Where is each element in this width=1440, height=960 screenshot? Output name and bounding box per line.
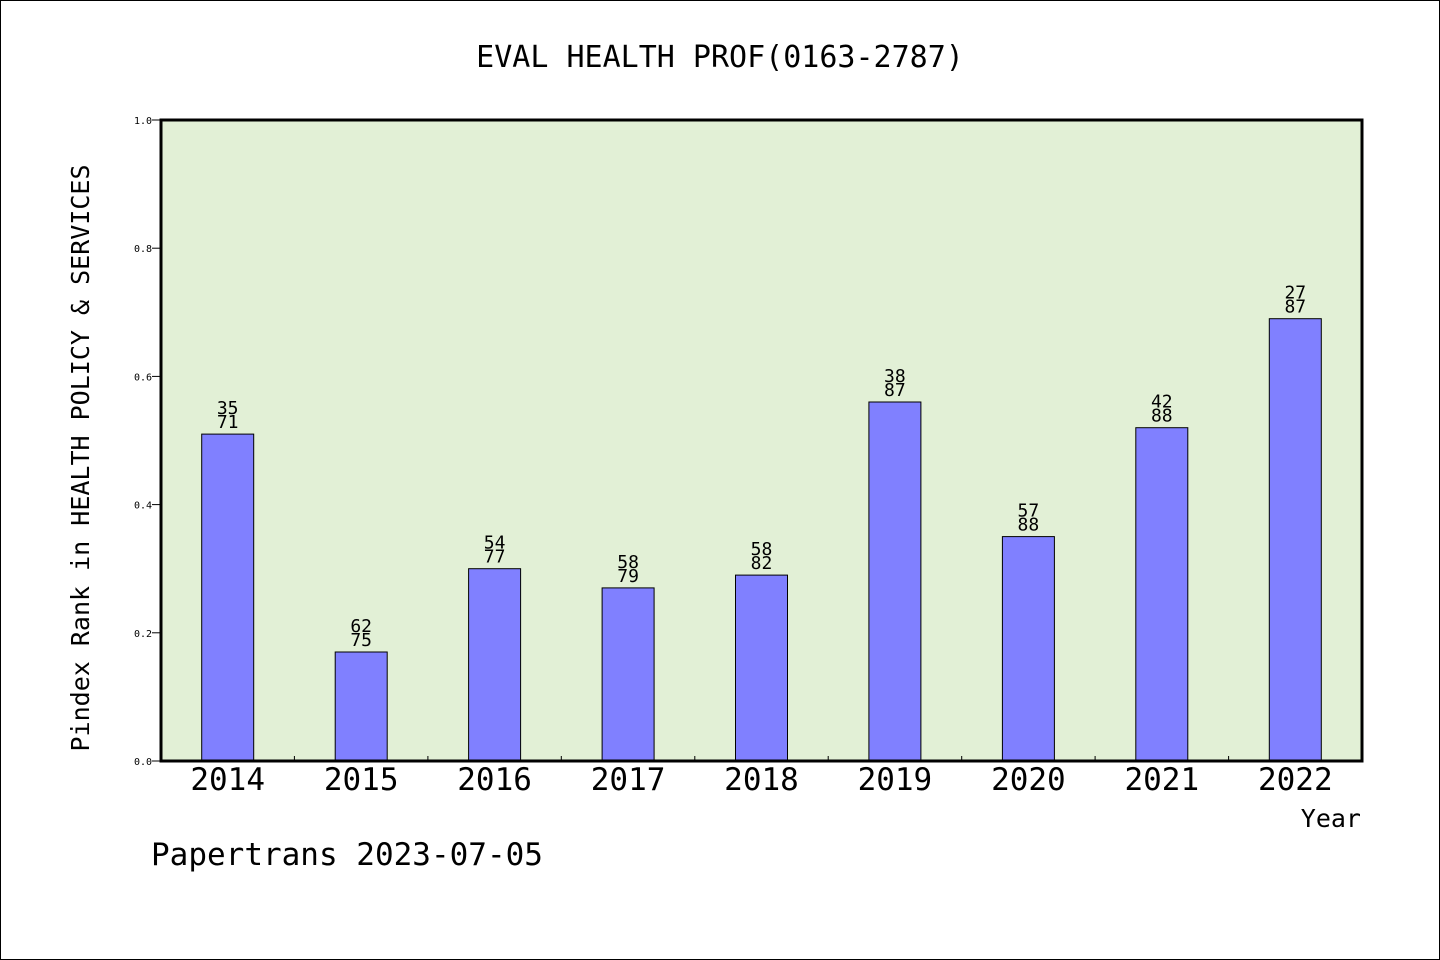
chart-title: EVAL HEALTH PROF(0163-2787) [476, 40, 964, 75]
value-label-top-2015: 62 [350, 616, 372, 637]
value-label-top-2019: 38 [884, 366, 906, 387]
bar-2020 [1001, 536, 1055, 762]
x-axis: 2014 2015 2016 2017 2018 2019 2020 2021 2022 [190, 756, 1333, 798]
value-label-bottom-2016: 77 [484, 547, 506, 568]
value-label-bottom-2014: 71 [217, 412, 239, 433]
x-tick-label-2015: 2015 [324, 762, 399, 798]
x-tick-label-2018: 2018 [724, 762, 799, 798]
value-label-bottom-2020: 88 [1018, 515, 1040, 536]
bar-2018 [735, 574, 788, 762]
value-label-bottom-2019: 87 [884, 380, 906, 401]
y-tick-label: 0.8 [134, 244, 152, 255]
x-tick-label-2020: 2020 [991, 762, 1066, 798]
x-tick-label-2022: 2022 [1258, 762, 1333, 798]
value-label-top-2022: 27 [1284, 283, 1306, 304]
bar-2016 [468, 568, 522, 762]
bar-2022 [1268, 318, 1322, 762]
value-label-bottom-2018: 82 [751, 553, 773, 574]
x-tick-label-2019: 2019 [858, 762, 933, 798]
value-label-bottom-2022: 87 [1284, 297, 1306, 318]
bar-2021 [1135, 427, 1189, 762]
bar-2015 [334, 651, 388, 762]
x-tick-label-2016: 2016 [457, 762, 532, 798]
y-axis-label: Pindex Rank in HEALTH POLICY & SERVICES [66, 165, 95, 752]
y-tick-label: 0.2 [134, 629, 152, 640]
bar-2019 [868, 401, 922, 762]
value-label-bottom-2017: 79 [617, 566, 639, 587]
value-label-bottom-2015: 75 [350, 630, 372, 651]
y-tick-label: 0.6 [134, 372, 152, 383]
footer-text: Papertrans 2023-07-05 [151, 837, 543, 873]
bars-group [201, 318, 1322, 762]
x-axis-label: Year [1301, 804, 1361, 833]
y-tick-label: 1.0 [134, 116, 152, 127]
value-label-top-2017: 58 [617, 552, 639, 573]
x-tick-label-2017: 2017 [591, 762, 666, 798]
x-tick-label-2014: 2014 [190, 762, 265, 798]
value-label-top-2016: 54 [484, 533, 506, 554]
value-label-top-2014: 35 [217, 398, 239, 419]
value-label-top-2018: 58 [751, 539, 773, 560]
y-axis: 0.0 0.2 0.4 0.6 0.8 1.0 [134, 116, 161, 768]
bar-2017 [601, 587, 655, 762]
y-tick-label: 0.4 [134, 501, 152, 512]
value-label-top-2020: 57 [1018, 501, 1040, 522]
y-tick-label: 0.0 [134, 757, 152, 768]
bar-2014 [201, 433, 255, 762]
value-label-top-2021: 42 [1151, 392, 1173, 413]
value-label-bottom-2021: 88 [1151, 406, 1173, 427]
plot-frame [159, 118, 1364, 763]
x-tick-label-2021: 2021 [1124, 762, 1199, 798]
